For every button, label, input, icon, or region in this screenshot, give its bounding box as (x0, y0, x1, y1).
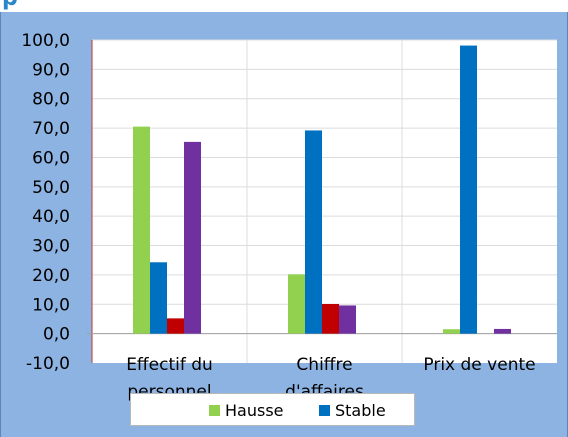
bar-series3-cat2 (494, 328, 511, 334)
bar-series1-cat0 (150, 262, 167, 334)
bar-series2-cat1 (322, 303, 339, 334)
y-tick-label: 30,0 (32, 237, 70, 257)
legend-label-hausse: Hausse (225, 401, 284, 420)
legend-label-stable: Stable (335, 401, 386, 420)
legend-item-stable: Stable (319, 401, 386, 420)
y-tick-label: 80,0 (32, 90, 70, 110)
y-tick-label: 50,0 (32, 178, 70, 198)
y-tick-label: 10,0 (32, 295, 70, 315)
bar-series3-cat0 (184, 141, 201, 334)
y-tick-label: 0,0 (43, 325, 70, 345)
y-tick-label: 70,0 (32, 119, 70, 139)
bar-series0-cat0 (133, 126, 150, 334)
header-strip: p (0, 0, 568, 12)
y-tick-label: 90,0 (32, 60, 70, 80)
y-tick-label: 40,0 (32, 207, 70, 227)
legend-item-hausse: Hausse (209, 401, 284, 420)
category-label: Chiffre (296, 355, 352, 375)
category-label: Effectif du (126, 355, 213, 375)
legend-swatch-hausse (209, 405, 220, 416)
header-fragment: p (2, 0, 18, 11)
bar-series1-cat2 (460, 45, 477, 334)
y-tick-label: -10,0 (26, 354, 70, 374)
bar-series0-cat2 (443, 329, 460, 334)
y-tick-label: 100,0 (21, 31, 70, 51)
bar-series3-cat1 (339, 305, 356, 334)
legend: Hausse Stable (130, 393, 415, 426)
bar-series2-cat0 (167, 318, 184, 334)
bar-series1-cat1 (305, 130, 322, 334)
y-tick-label: 60,0 (32, 148, 70, 168)
bar-series0-cat1 (288, 274, 305, 334)
category-label: Prix de vente (423, 355, 535, 375)
legend-swatch-stable (319, 405, 330, 416)
y-tick-label: 20,0 (32, 266, 70, 286)
